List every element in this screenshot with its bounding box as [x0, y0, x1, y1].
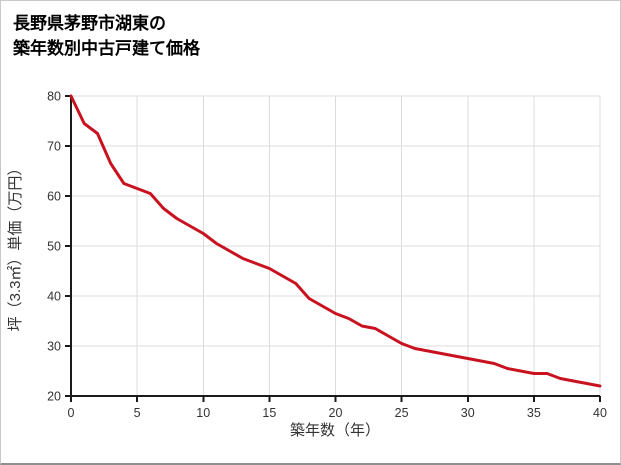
x-tick-label: 30: [461, 406, 475, 420]
y-tick-label: 50: [47, 240, 61, 254]
y-tick-label: 70: [47, 140, 61, 154]
price-line: [69, 94, 602, 388]
x-tick-label: 35: [527, 406, 541, 420]
y-tick-label: 80: [47, 90, 61, 104]
chart-title-line2: 築年数別中古戸建て価格: [13, 38, 200, 58]
y-tick-label: 30: [47, 340, 61, 354]
chart-svg: 築年数（年） 坪（3.3㎡）単価（万円） 0 5 10 15 20 25 30 35 40 20 3…: [7, 90, 607, 440]
x-tick-label: 5: [134, 406, 141, 420]
y-tick-label: 20: [47, 390, 61, 404]
y-axis-label: 坪（3.3㎡）単価（万円）: [7, 161, 24, 332]
x-tick-label: 0: [68, 406, 75, 420]
y-tick-label: 40: [47, 290, 61, 304]
chart-title: 長野県茅野市湖東の 築年数別中古戸建て価格: [13, 12, 200, 61]
y-tick-label: 60: [47, 190, 61, 204]
x-tick-label: 20: [329, 406, 343, 420]
x-tick-label: 15: [262, 406, 276, 420]
x-tick-label: 10: [196, 406, 210, 420]
x-tick-label: 40: [593, 406, 607, 420]
x-tick-label: 25: [395, 406, 409, 420]
chart-title-line1: 長野県茅野市湖東の: [13, 14, 166, 33]
x-axis-label: 築年数（年）: [290, 421, 380, 439]
